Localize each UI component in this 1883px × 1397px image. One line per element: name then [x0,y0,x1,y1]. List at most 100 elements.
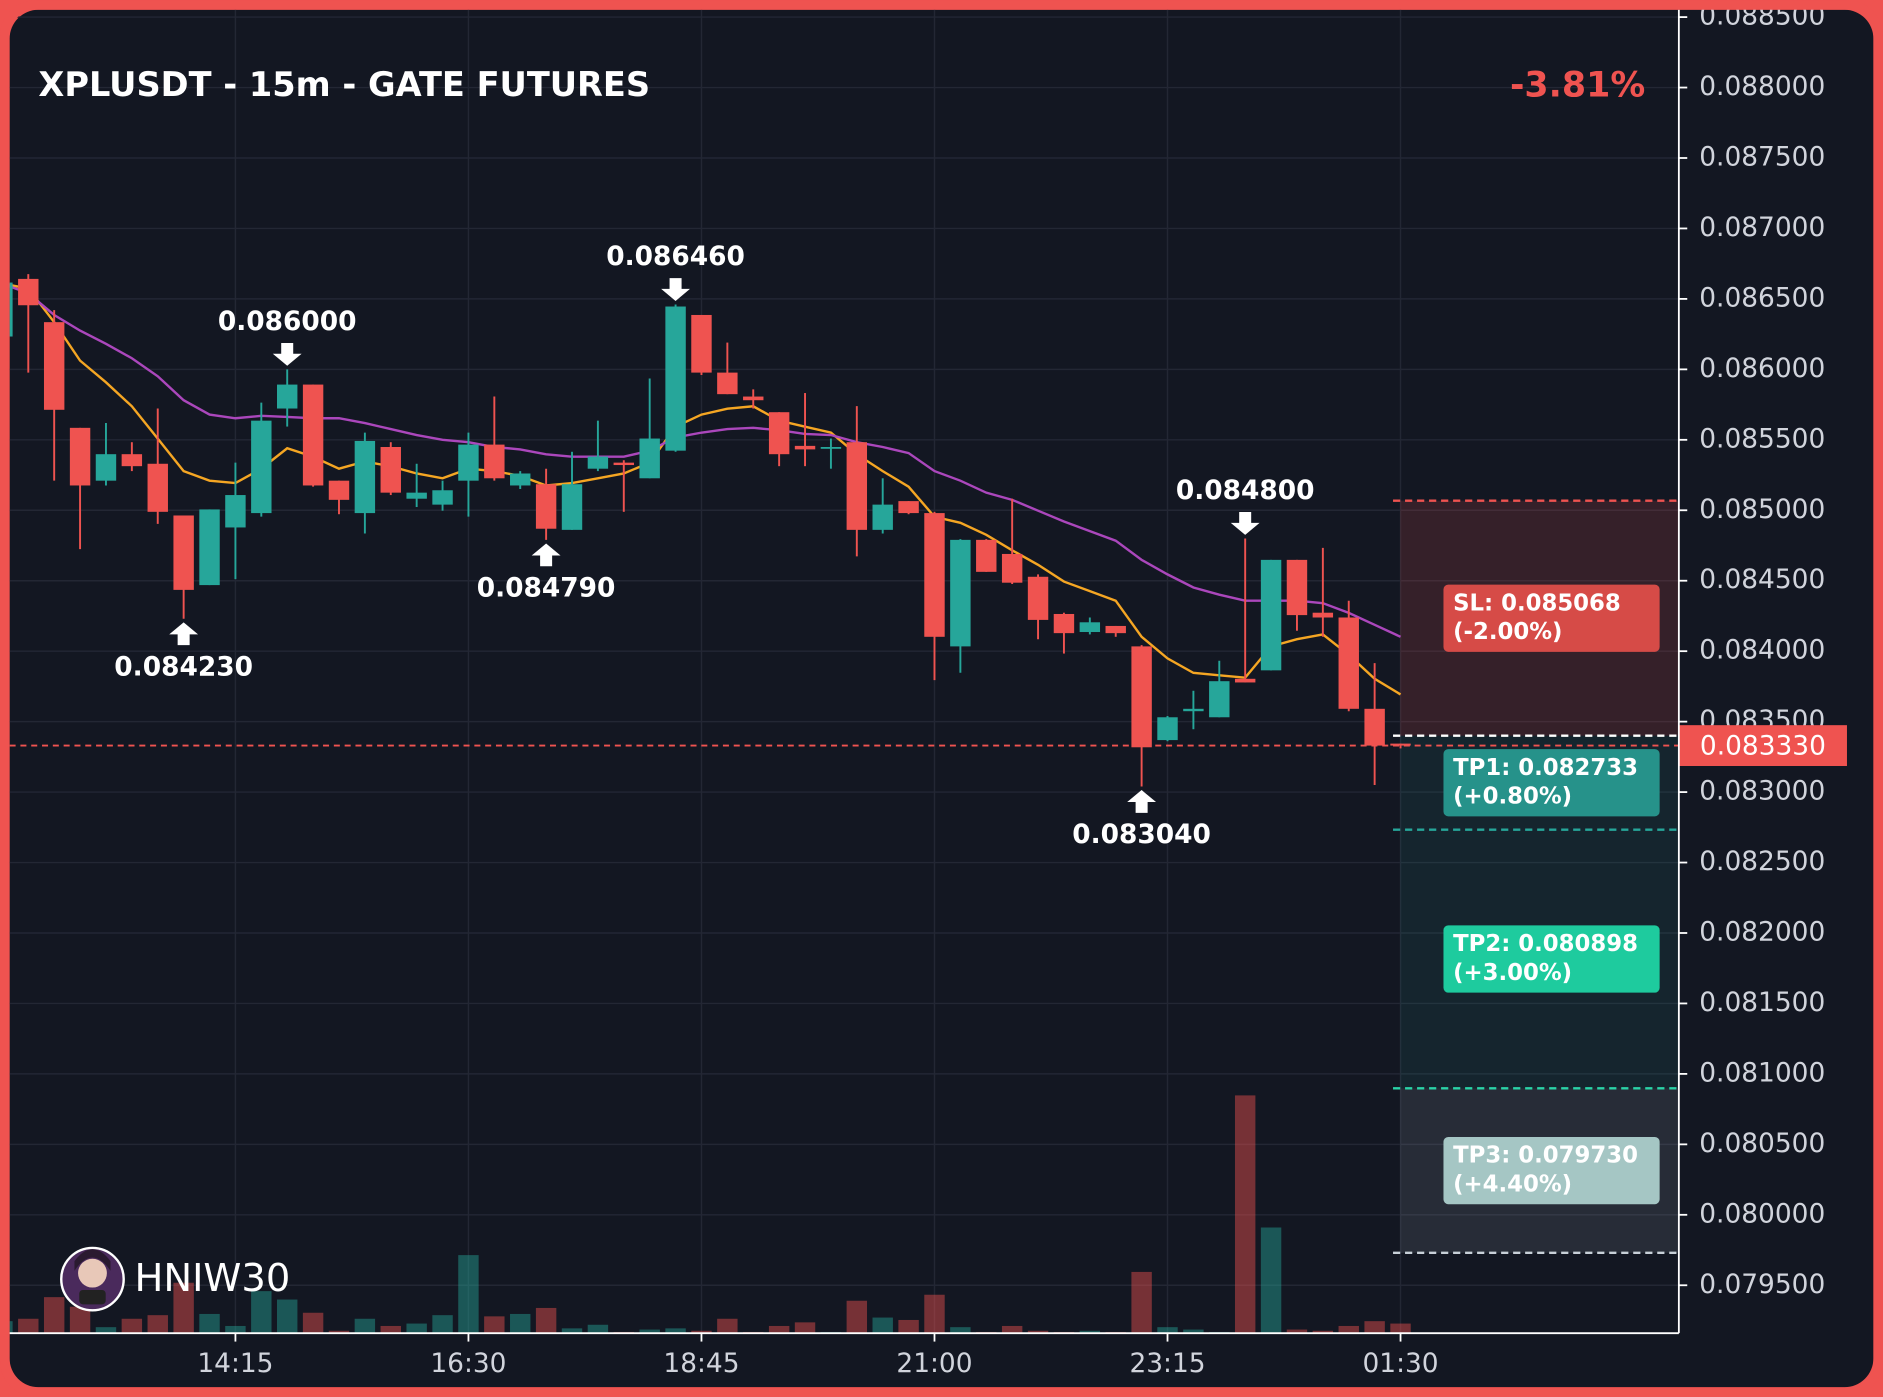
volume-bar [406,1323,427,1334]
extreme-arrow [272,342,302,366]
level-box [1443,925,1660,993]
candle-body [820,447,842,449]
candle-body [406,492,427,499]
candle-body [1338,617,1359,709]
chart-title: XPLUSDT - 15m - GATE FUTURES [38,65,650,104]
volume-bar [1390,1323,1411,1334]
volume-bar [328,1330,350,1334]
candle-body [121,454,143,467]
extreme-label: 0.084800 [1176,475,1315,506]
level-label: TP3: 0.079730 [1453,1143,1638,1169]
candle-body [535,484,557,529]
volume-bar [924,1294,945,1334]
candle-body [976,539,997,572]
candle-body [1286,559,1308,616]
volume-bar [510,1313,531,1334]
candle-body [173,515,194,590]
panel [9,9,1874,1388]
content: 0.079500 0.080000 0.080500 0.081000 0.081500… [9,1,1847,1379]
volume-bar [1079,1330,1101,1334]
volume-bar [302,1312,324,1334]
candle-body [1079,622,1101,633]
volume-bar [639,1329,660,1334]
y-tick-label: 0.080000 [1699,1198,1825,1229]
extreme-arrow [531,543,561,567]
volume-bar [1027,1330,1049,1334]
y-tick-label: 0.084000 [1699,635,1825,666]
y-tick-label: 0.086500 [1699,282,1825,313]
x-tick-label: 01:30 [1362,1348,1438,1379]
volume-bar [199,1313,220,1334]
candle-body [43,322,65,410]
candle-body [302,384,324,486]
candle-body [225,495,246,528]
extreme-arrow [661,278,690,301]
y-tick-label: 0.081500 [1699,987,1825,1018]
extreme-label: 0.084230 [114,652,253,683]
volume-bar [691,1330,712,1334]
volume-bar [1364,1321,1385,1334]
volume-bar [276,1299,298,1334]
volume-bar [225,1325,246,1334]
candle-body [743,396,764,401]
candle-body [1183,708,1204,712]
volume-bar [380,1325,401,1334]
y-tick-label: 0.086000 [1699,353,1825,384]
volume-bar [872,1317,893,1334]
moving-average [9,285,1402,638]
candle-body [794,445,816,450]
y-tick-label: 0.085000 [1699,494,1825,525]
candle-body [1364,708,1385,746]
candle-body [484,444,505,479]
candle-body [924,513,945,637]
volume-bar [9,1321,13,1334]
volume-bar [1001,1325,1023,1334]
candle-body [95,454,117,481]
volume-bar [432,1315,453,1334]
x-tick-label: 18:45 [663,1348,739,1379]
volume-bar [768,1325,790,1334]
y-tick-label: 0.082500 [1699,846,1825,877]
volume-bar [458,1255,479,1334]
watermark: HNIW30 [135,1256,291,1301]
level-label: TP2: 0.080898 [1453,931,1638,957]
candle-body [1260,559,1282,671]
candle-body [1234,678,1256,683]
x-tick-label: 16:30 [430,1348,506,1379]
candle-body [276,384,298,409]
candle-body [199,509,220,586]
candle-body [354,440,376,514]
extreme-label: 0.083040 [1072,819,1211,850]
volume-bar [950,1327,971,1334]
volume-bar [1234,1095,1256,1334]
candle-body [717,372,738,395]
candle-body [1027,576,1049,620]
volume-bar [1286,1329,1308,1334]
candle-body [898,501,919,514]
volume-bar [251,1291,272,1334]
change-label: -3.81% [1510,66,1645,106]
candle-body [251,420,272,514]
volume-bar [1157,1327,1178,1334]
candle-body [1312,612,1334,618]
candle-body [9,282,13,337]
y-tick-label: 0.088000 [1699,71,1825,102]
extreme-arrow [1127,790,1157,813]
level-note: (+3.00%) [1453,960,1572,986]
candle-body [328,480,350,500]
candle-body [768,412,790,455]
volume-bar [535,1307,557,1334]
volume-bar [1312,1330,1334,1334]
volume-bar [43,1297,65,1334]
candle-body [1157,717,1178,741]
candle-body [432,490,453,505]
candle-body [1053,613,1075,634]
candle-body [587,456,609,469]
y-tick-label: 0.084500 [1699,564,1825,595]
volume-bar [1260,1227,1282,1334]
level-box [1443,1136,1660,1205]
y-tick-label: 0.087500 [1699,141,1825,172]
extreme-arrow [169,622,199,646]
